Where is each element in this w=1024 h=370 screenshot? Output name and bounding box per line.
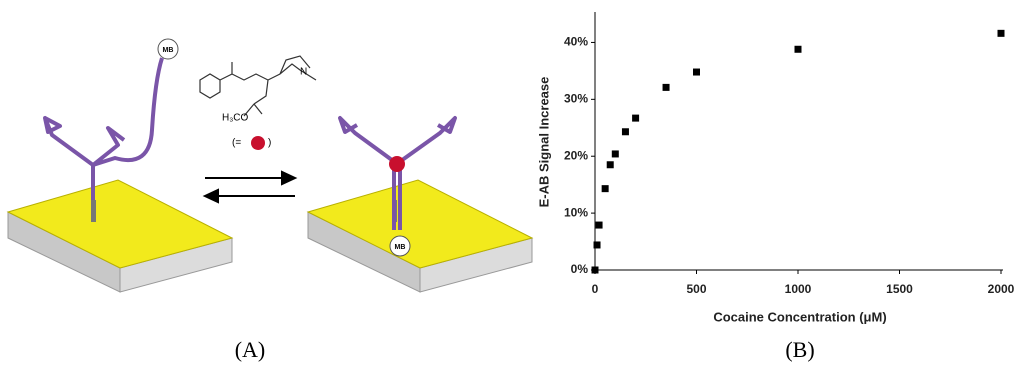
x-tick-label: 2000: [988, 282, 1015, 296]
data-point: [591, 266, 599, 274]
data-point: [794, 45, 802, 53]
data-point: [595, 221, 603, 229]
aptamer: [338, 116, 457, 230]
x-tick-label: 1000: [785, 282, 812, 296]
scatter-plot: Cocaine Concentration (μM) E-AB Signal I…: [536, 12, 1003, 324]
x-tick-label: 1500: [886, 282, 913, 296]
y-tick-label: 0%: [571, 262, 589, 276]
y-tick-label: 40%: [564, 35, 588, 49]
cocaine-bound: [389, 156, 405, 172]
arrow-forward: [205, 170, 298, 186]
panel-label: (A): [235, 337, 266, 362]
y-tick-label: 20%: [564, 148, 588, 162]
cocaine-structure: [199, 55, 317, 117]
data-point: [621, 128, 629, 136]
linker: [91, 200, 96, 222]
y-axis-label: E-AB Signal Increase: [536, 77, 551, 208]
y-tick-label: 10%: [564, 205, 588, 219]
reporter-label: MB: [163, 47, 174, 54]
reporter: [389, 235, 411, 257]
diagram: MB MB H₃CO N (= ): [6, 38, 534, 293]
data-point: [606, 161, 614, 169]
legend-text: (=: [232, 138, 241, 149]
data-point: [593, 241, 601, 249]
arrow-reverse: [202, 188, 295, 204]
data-point: [693, 68, 700, 76]
data-point: [632, 114, 640, 122]
x-axis-label: Cocaine Concentration (μM): [713, 309, 886, 324]
panel-label: (B): [785, 337, 814, 362]
reporter-label: MB: [395, 244, 406, 251]
x-tick-label: 0: [592, 282, 599, 296]
x-tick-label: 500: [686, 282, 706, 296]
aptamer: [43, 57, 164, 200]
data-point: [601, 185, 609, 193]
reporter: [157, 38, 179, 60]
cocaine-symbol: [251, 136, 265, 150]
legend-text: ): [268, 138, 271, 149]
data-point: [662, 83, 670, 91]
chem-label: N: [300, 67, 307, 78]
data-point: [997, 29, 1005, 37]
data-point: [611, 150, 619, 158]
y-tick-label: 30%: [564, 92, 588, 106]
gold-surface: [306, 179, 534, 269]
gold-surface: [6, 179, 234, 269]
chem-label: H₃CO: [222, 113, 249, 124]
